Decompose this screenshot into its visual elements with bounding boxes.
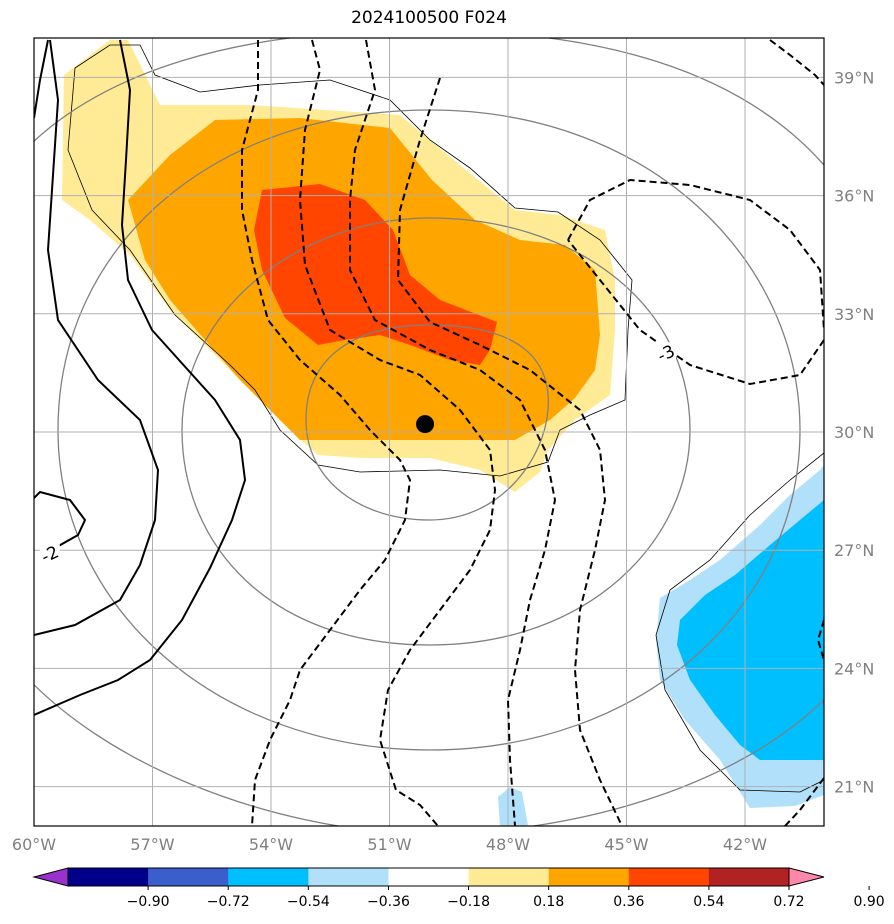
lat-tick-label: 33°N — [834, 305, 874, 324]
lon-tick-label: 48°W — [486, 835, 530, 854]
colorbar-tick-label: 0.54 — [693, 894, 724, 910]
dashed-black-contours — [241, 39, 824, 826]
lat-tick-label: 39°N — [834, 68, 874, 87]
map-title: 2024100500 F024 — [351, 8, 507, 28]
colorbar — [32, 867, 825, 887]
colorbar-frame — [67, 867, 790, 887]
lon-tick-label: 45°W — [604, 835, 648, 854]
contour-label-background — [656, 342, 676, 363]
storm-center-marker[interactable] — [416, 415, 435, 434]
colorbar-extend-low — [32, 867, 69, 887]
colorbar-segment — [388, 868, 470, 886]
solid-black-contours — [34, 39, 247, 716]
negative-field-deep-sky-blue — [677, 500, 824, 760]
thin-outline-contours — [67, 44, 824, 793]
colorbar-segment — [148, 868, 229, 886]
map-plot-area: -3 -2 — [34, 38, 824, 826]
lat-tick-label: 24°N — [834, 659, 874, 678]
colorbar-tick-label: 0.36 — [613, 894, 644, 910]
longitude-tick-labels: 60°W 57°W 54°W 51°W 48°W 45°W 42°W — [12, 835, 767, 854]
colorbar-segment — [548, 868, 630, 886]
lon-tick-label: 60°W — [12, 835, 56, 854]
colorbar-segment — [228, 868, 309, 886]
contour-labels: -3 -2 — [38, 341, 678, 567]
lon-tick-label: 42°W — [723, 835, 767, 854]
latitude-tick-labels: 21°N 24°N 27°N 30°N 33°N 36°N 39°N — [834, 68, 874, 796]
colorbar-segment — [308, 868, 389, 886]
lon-tick-label: 54°W — [249, 835, 293, 854]
map-frame — [33, 37, 825, 827]
lat-tick-label: 36°N — [834, 187, 874, 206]
colorbar-tick-label: 0.90 — [854, 894, 885, 910]
colorbar-tick-label: 0.18 — [533, 894, 564, 910]
colorbar-tick-label: 0.72 — [773, 894, 804, 910]
colorbar-segment — [468, 868, 550, 886]
colorbar-extend-high — [788, 867, 825, 887]
lon-tick-label: 57°W — [130, 835, 174, 854]
colorbar-tick-labels: −0.90 −0.72 −0.54 −0.36 −0.18 0.18 0.36 0.54 0.7… — [127, 886, 885, 910]
colorbar-tick-label: −0.72 — [207, 894, 250, 910]
contour-label: -2 — [38, 542, 62, 567]
gridlines — [34, 38, 824, 826]
lat-tick-label: 27°N — [834, 541, 874, 560]
lat-tick-label: 30°N — [834, 423, 874, 442]
colorbar-segment — [628, 868, 710, 886]
colorbar-tick-label: −0.90 — [127, 894, 170, 910]
colorbar-segment — [68, 868, 149, 886]
positive-field-red-orange — [254, 184, 497, 365]
colorbar-tick-label: −0.18 — [447, 894, 490, 910]
contour-label: -3 — [655, 341, 679, 366]
lat-tick-label: 21°N — [834, 778, 874, 797]
colorbar-tick-label: −0.36 — [367, 894, 410, 910]
contour-label-background — [39, 543, 60, 564]
lon-tick-label: 51°W — [367, 835, 411, 854]
colorbar-segment — [708, 868, 790, 886]
colorbar-tick-label: −0.54 — [287, 894, 330, 910]
gray-concentric-contours — [34, 38, 824, 826]
